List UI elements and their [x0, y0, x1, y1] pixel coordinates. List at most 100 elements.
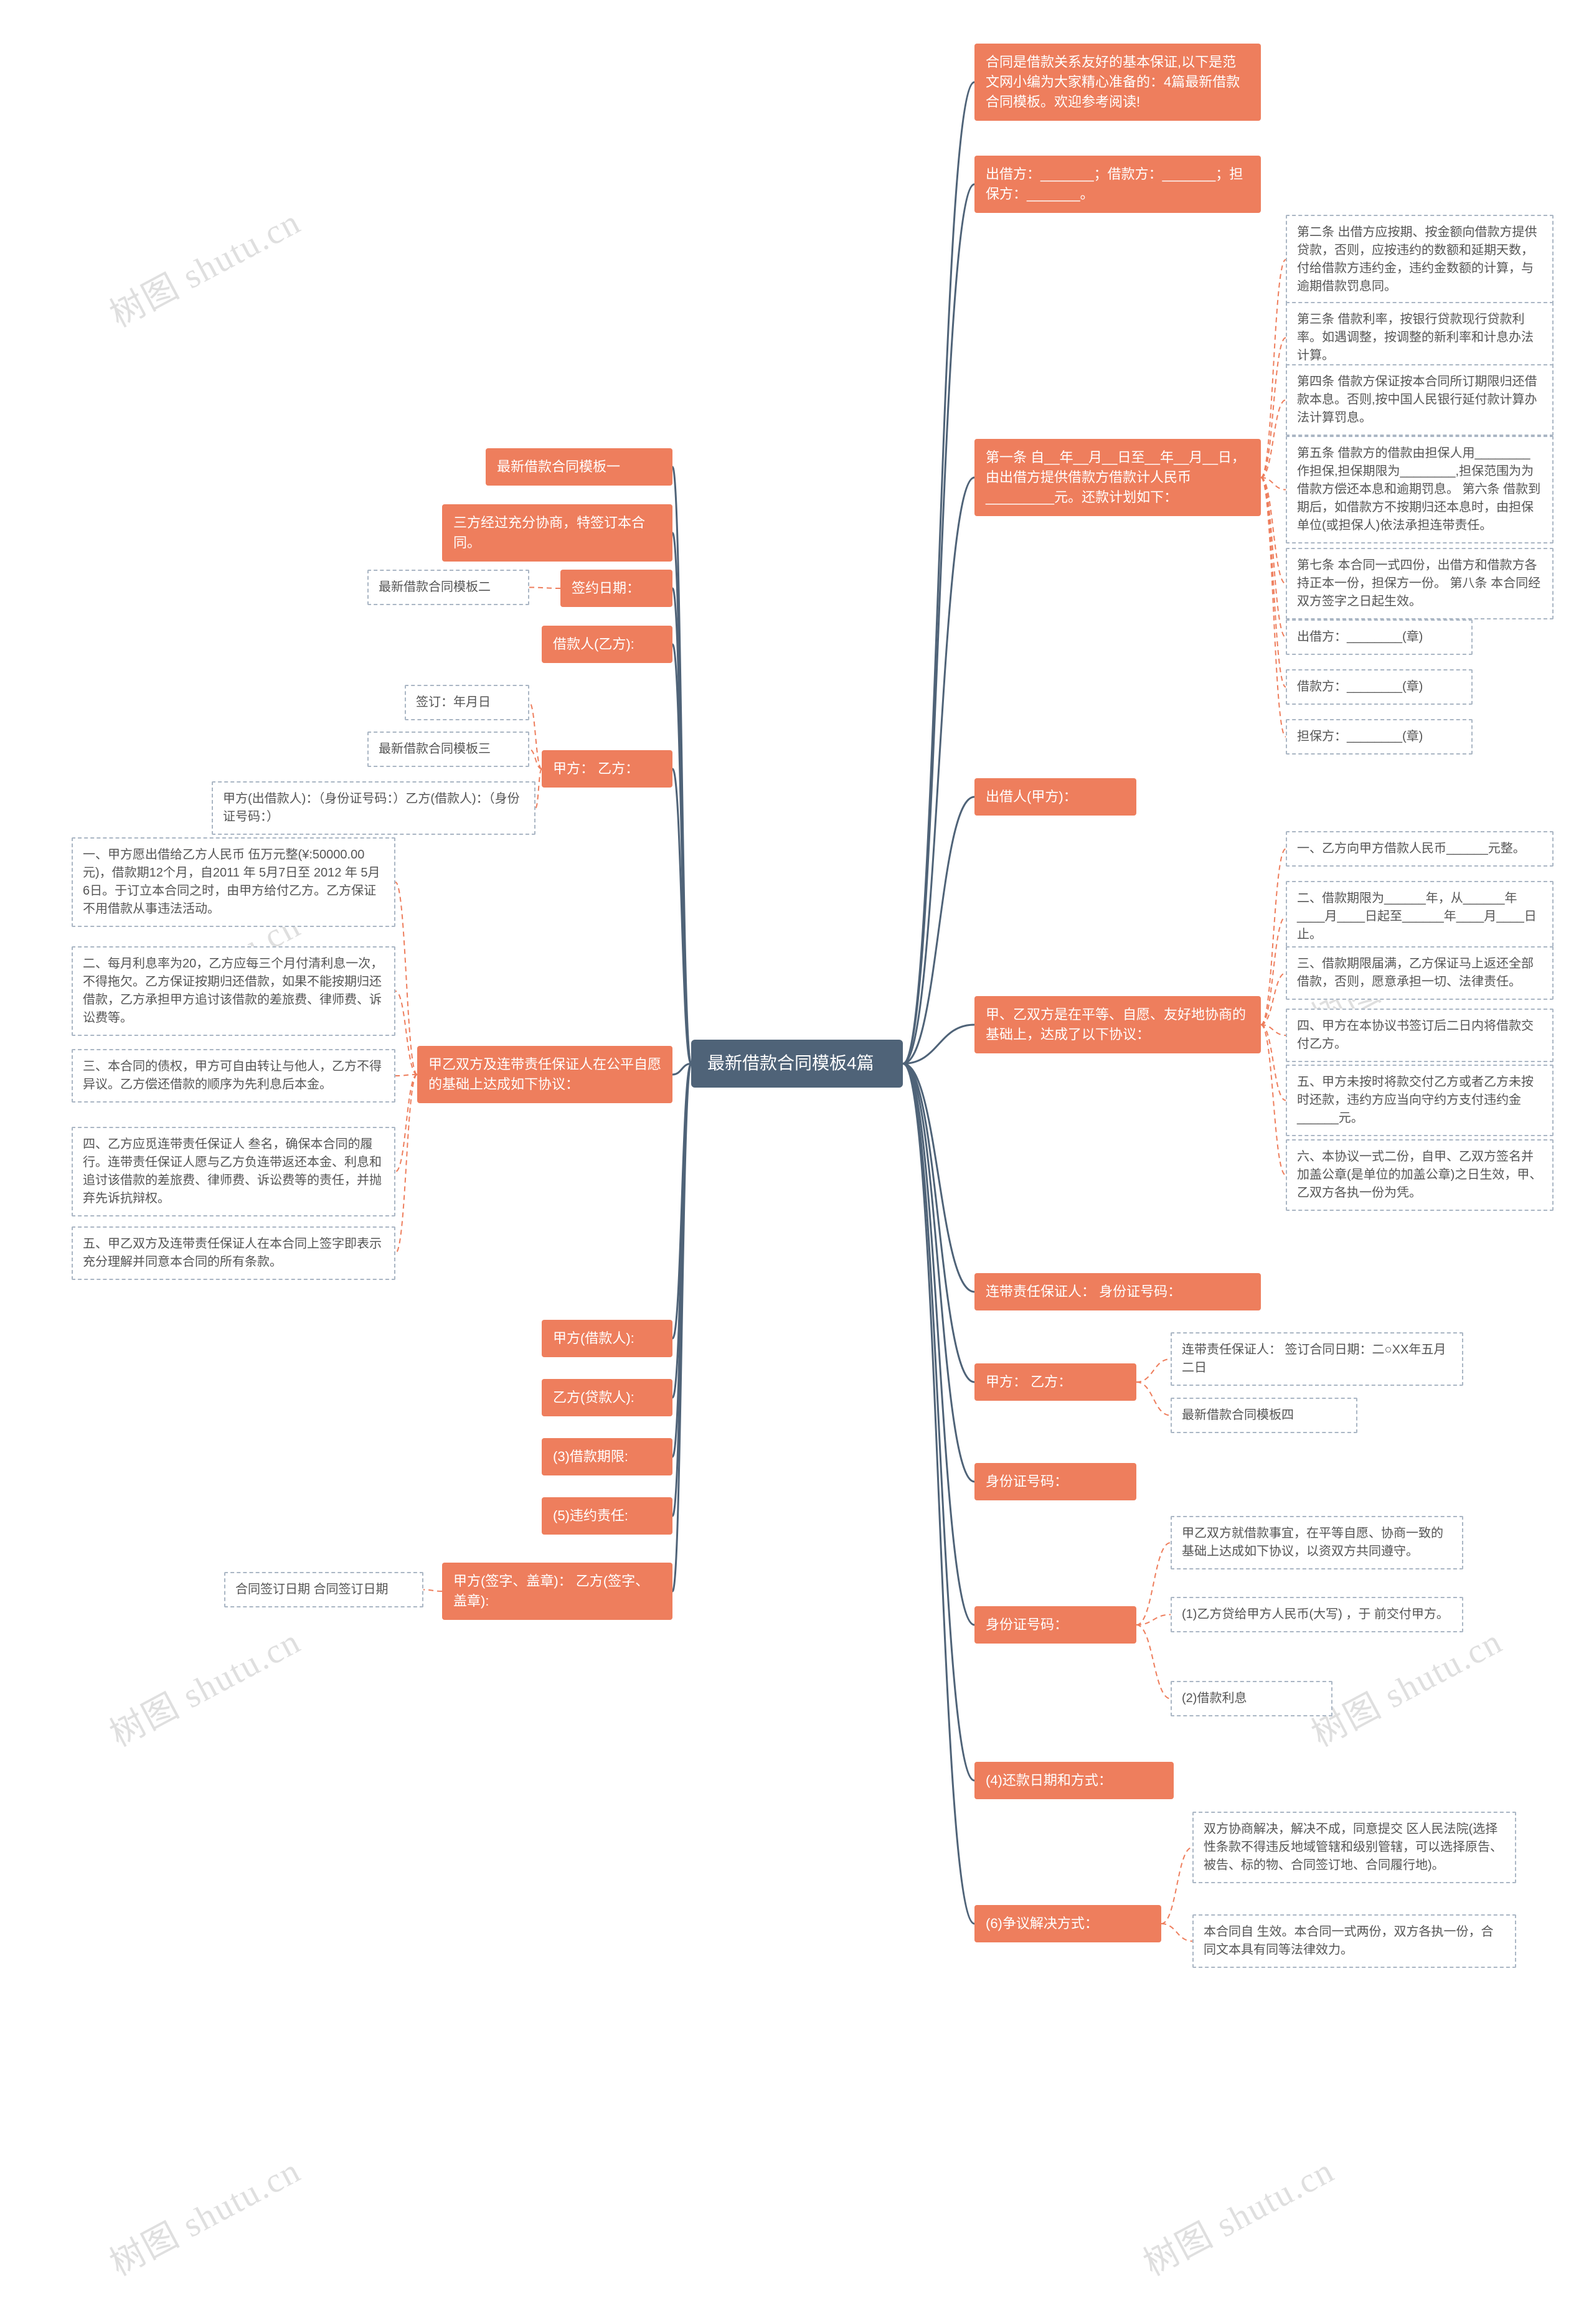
mindmap-node: 乙方(贷款人): — [542, 1379, 672, 1416]
node-label: 六、本协议一式二份，自甲、乙双方签名并加盖公章(是单位的加盖公章)之日生效，甲、… — [1297, 1150, 1542, 1200]
mindmap-node: 第二条 出借方应按期、按金额向借款方提供贷款，否则，应按违约的数额和延期天数，付… — [1286, 215, 1554, 304]
node-label: (6)争议解决方式： — [986, 1916, 1098, 1931]
node-label: 五、甲乙双方及连带责任保证人在本合同上签字即表示充分理解并同意本合同的所有条款。 — [83, 1237, 382, 1269]
mindmap-node: (2)借款利息 — [1171, 1681, 1332, 1716]
mindmap-node: 甲方(签字、盖章)： 乙方(签字、盖章): — [442, 1563, 672, 1620]
node-label: 担保方：________(章) — [1297, 730, 1423, 743]
mindmap-node: 第四条 借款方保证按本合同所订期限归还借款本息。否则,按中国人民银行延付款计算办… — [1286, 364, 1554, 436]
mindmap-node: 第三条 借款利率，按银行贷款现行贷款利率。如遇调整，按调整的新利率和计息办法计算… — [1286, 302, 1554, 374]
mindmap-node: 最新借款合同模板三 — [367, 732, 529, 767]
mindmap-node: 甲乙双方及连带责任保证人在公平自愿的基础上达成如下协议： — [417, 1046, 672, 1103]
mindmap-node: 签约日期： — [560, 570, 672, 607]
node-label: 最新借款合同模板三 — [379, 742, 491, 756]
mindmap-node: (6)争议解决方式： — [974, 1905, 1161, 1942]
mindmap-node: 合同签订日期 合同签订日期 — [224, 1572, 423, 1607]
mindmap-node: 最新借款合同模板一 — [486, 448, 672, 486]
node-label: 出借人(甲方)： — [986, 789, 1077, 804]
node-label: 四、甲方在本协议书签订后二日内将借款交付乙方。 — [1297, 1019, 1534, 1051]
node-label: 签约日期： — [572, 580, 640, 596]
mindmap-node: (4)还款日期和方式： — [974, 1762, 1174, 1799]
node-label: 甲方： 乙方： — [986, 1374, 1072, 1390]
mindmap-node: 四、甲方在本协议书签订后二日内将借款交付乙方。 — [1286, 1009, 1554, 1062]
node-label: 第二条 出借方应按期、按金额向借款方提供贷款，否则，应按违约的数额和延期天数，付… — [1297, 225, 1537, 293]
mindmap-node: 三、借款期限届满，乙方保证马上返还全部借款，否则，愿意承担一切、法律责任。 — [1286, 946, 1554, 1000]
node-label: 身份证号码： — [986, 1474, 1068, 1489]
mindmap-node: (3)借款期限: — [542, 1438, 672, 1475]
node-label: 甲方： 乙方： — [553, 761, 639, 776]
node-label: 签订：年月日 — [416, 695, 491, 709]
node-label: (3)借款期限: — [553, 1449, 628, 1464]
mindmap-node: 甲乙双方就借款事宜，在平等自愿、协商一致的基础上达成如下协议，以资双方共同遵守。 — [1171, 1516, 1463, 1569]
mindmap-node: 签订：年月日 — [405, 685, 529, 720]
node-label: 第四条 借款方保证按本合同所订期限归还借款本息。否则,按中国人民银行延付款计算办… — [1297, 375, 1537, 425]
node-label: 第一条 自__年__月__日至__年__月__日，由出借方提供借款方借款计人民币… — [986, 449, 1245, 505]
node-label: 身份证号码： — [986, 1617, 1068, 1632]
mindmap-node: 合同是借款关系友好的基本保证,以下是范文网小编为大家精心准备的：4篇最新借款合同… — [974, 44, 1261, 121]
mindmap-node: 第一条 自__年__月__日至__年__月__日，由出借方提供借款方借款计人民币… — [974, 439, 1261, 516]
mindmap-node: 第五条 借款方的借款由担保人用________作担保,担保期限为________… — [1286, 436, 1554, 543]
mindmap-node: 本合同自 生效。本合同一式两份，双方各执一份，合同文本具有同等法律效力。 — [1192, 1914, 1516, 1968]
node-label: 出借方：________(章) — [1297, 630, 1423, 644]
mindmap-node: 连带责任保证人： 身份证号码： — [974, 1273, 1261, 1310]
node-label: 三、借款期限届满，乙方保证马上返还全部借款，否则，愿意承担一切、法律责任。 — [1297, 957, 1534, 989]
watermark: 树图 shutu.cn — [100, 2143, 308, 2285]
mindmap-node: 一、甲方愿出借给乙方人民币 伍万元整(¥:50000.00 元)，借款期12个月… — [72, 837, 395, 927]
node-label: 甲方(借款人): — [553, 1330, 634, 1346]
mindmap-node: 借款方：________(章) — [1286, 669, 1473, 705]
mindmap-node: 双方协商解决，解决不成，同意提交 区人民法院(选择性条款不得违反地域管辖和级别管… — [1192, 1812, 1516, 1883]
mindmap-node: 连带责任保证人： 签订合同日期：二○XX年五月二日 — [1171, 1332, 1463, 1386]
mindmap-node: (1)乙方贷给甲方人民币(大写) ，于 前交付甲方。 — [1171, 1597, 1463, 1632]
mindmap-node: 身份证号码： — [974, 1463, 1136, 1500]
mindmap-node: (5)违约责任: — [542, 1497, 672, 1535]
node-label: 一、乙方向甲方借款人民币______元整。 — [1297, 842, 1526, 855]
node-label: 借款方：________(章) — [1297, 680, 1423, 694]
node-label: 连带责任保证人： 签订合同日期：二○XX年五月二日 — [1182, 1343, 1446, 1375]
mindmap-node: 担保方：________(章) — [1286, 719, 1473, 755]
mindmap-node: 借款人(乙方): — [542, 626, 672, 663]
mindmap-node: 甲、乙双方是在平等、自愿、友好地协商的基础上，达成了以下协议： — [974, 996, 1261, 1053]
watermark: 树图 shutu.cn — [100, 194, 308, 337]
mindmap-node: 五、甲方未按时将款交付乙方或者乙方未按时还款，违约方应当向守约方支付违约金___… — [1286, 1065, 1554, 1136]
mindmap-node: 甲方： 乙方： — [974, 1363, 1136, 1401]
mindmap-node: 甲方： 乙方： — [542, 750, 672, 788]
mindmap-node: 最新借款合同模板二 — [367, 570, 529, 605]
mindmap-node: 二、每月利息率为20，乙方应每三个月付清利息一次，不得拖欠。乙方保证按期归还借款… — [72, 946, 395, 1036]
node-label: 最新借款合同模板四 — [1182, 1408, 1294, 1422]
mindmap-node: 六、本协议一式二份，自甲、乙双方签名并加盖公章(是单位的加盖公章)之日生效，甲、… — [1286, 1139, 1554, 1211]
mindmap-node: 出借方：_______；借款方：_______；担保方：_______。 — [974, 156, 1261, 213]
mindmap-canvas: 最新借款合同模板4篇 合同是借款关系友好的基本保证,以下是范文网小编为大家精心准备… — [0, 0, 1594, 2324]
node-label: 一、甲方愿出借给乙方人民币 伍万元整(¥:50000.00 元)，借款期12个月… — [83, 848, 380, 916]
node-label: (5)违约责任: — [553, 1508, 628, 1523]
mindmap-node: 身份证号码： — [974, 1606, 1136, 1644]
mindmap-node: 甲方(借款人): — [542, 1320, 672, 1357]
watermark: 树图 shutu.cn — [100, 1614, 308, 1756]
node-label: 第三条 借款利率，按银行贷款现行贷款利率。如遇调整，按调整的新利率和计息办法计算… — [1297, 313, 1534, 362]
mindmap-node: 第七条 本合同一式四份，出借方和借款方各持正本一份，担保方一份。 第八条 本合同… — [1286, 548, 1554, 619]
node-label: 二、借款期限为______年，从______年____月____日起至_____… — [1297, 891, 1537, 941]
mindmap-node: 三方经过充分协商，特签订本合同。 — [442, 504, 672, 562]
mindmap-node: 一、乙方向甲方借款人民币______元整。 — [1286, 831, 1554, 867]
node-label: 第七条 本合同一式四份，出借方和借款方各持正本一份，担保方一份。 第八条 本合同… — [1297, 558, 1540, 608]
node-label: 连带责任保证人： 身份证号码： — [986, 1284, 1181, 1299]
node-label: 最新借款合同模板4篇 — [707, 1053, 874, 1073]
node-label: 本合同自 生效。本合同一式两份，双方各执一份，合同文本具有同等法律效力。 — [1204, 1925, 1494, 1957]
node-label: 三方经过充分协商，特签订本合同。 — [453, 515, 645, 550]
node-label: (2)借款利息 — [1182, 1691, 1247, 1705]
node-label: 甲、乙双方是在平等、自愿、友好地协商的基础上，达成了以下协议： — [986, 1007, 1246, 1042]
node-label: 甲方(签字、盖章)： 乙方(签字、盖章): — [453, 1573, 649, 1609]
node-label: 双方协商解决，解决不成，同意提交 区人民法院(选择性条款不得违反地域管辖和级别管… — [1204, 1822, 1502, 1872]
node-label: 甲乙双方就借款事宜，在平等自愿、协商一致的基础上达成如下协议，以资双方共同遵守。 — [1182, 1527, 1443, 1558]
mindmap-node: 甲方(出借款人)：（身份证号码：）乙方(借款人)：（身份证号码：） — [212, 781, 535, 835]
mindmap-node: 四、乙方应觅连带责任保证人 叁名，确保本合同的履行。连带责任保证人愿与乙方负连带… — [72, 1127, 395, 1216]
watermark: 树图 shutu.cn — [1133, 2143, 1342, 2285]
mindmap-node: 最新借款合同模板四 — [1171, 1398, 1357, 1433]
node-label: (4)还款日期和方式： — [986, 1772, 1112, 1788]
node-label: 甲方(出借款人)：（身份证号码：）乙方(借款人)：（身份证号码：） — [223, 792, 520, 824]
node-label: 出借方：_______；借款方：_______；担保方：_______。 — [986, 166, 1243, 202]
node-label: (1)乙方贷给甲方人民币(大写) ，于 前交付甲方。 — [1182, 1607, 1449, 1621]
mindmap-node: 五、甲乙双方及连带责任保证人在本合同上签字即表示充分理解并同意本合同的所有条款。 — [72, 1226, 395, 1280]
node-label: 第五条 借款方的借款由担保人用________作担保,担保期限为________… — [1297, 446, 1540, 532]
node-label: 乙方(贷款人): — [553, 1390, 634, 1405]
node-label: 合同是借款关系友好的基本保证,以下是范文网小编为大家精心准备的：4篇最新借款合同… — [986, 54, 1240, 110]
mindmap-node: 出借方：________(章) — [1286, 619, 1473, 655]
